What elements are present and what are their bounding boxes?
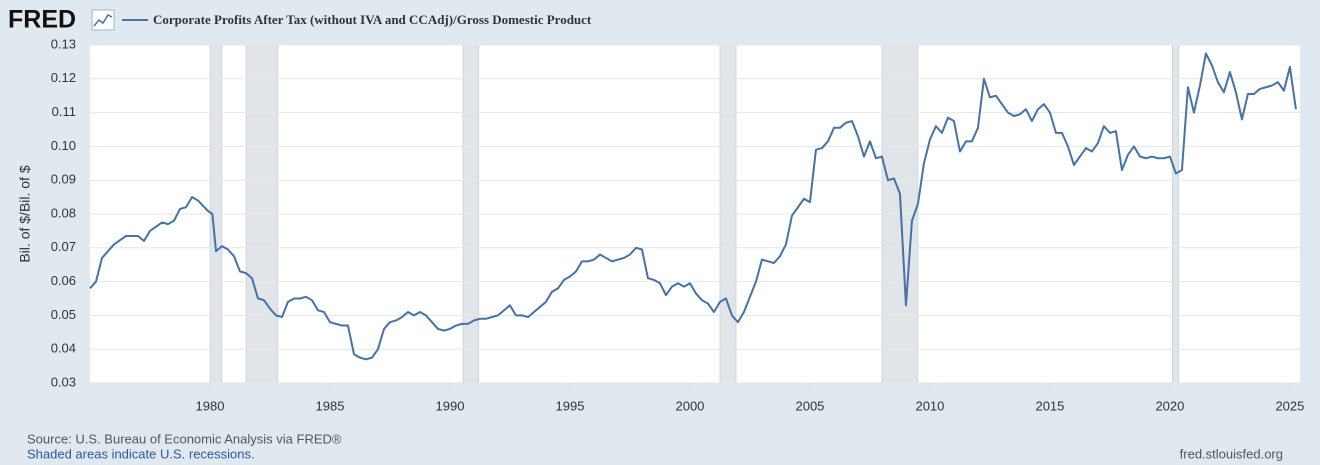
x-tick-label: 2025 xyxy=(1275,398,1304,413)
y-tick-label: 0.13 xyxy=(51,36,76,51)
data-line xyxy=(89,52,1297,361)
y-tick-label: 0.07 xyxy=(51,239,76,254)
logo: FRED xyxy=(8,6,76,34)
y-tick-label: 0.10 xyxy=(51,138,76,153)
y-tick-label: 0.12 xyxy=(51,70,76,85)
x-tick-label: 2005 xyxy=(795,398,824,413)
y-tick-label: 0.09 xyxy=(51,172,76,187)
x-tick-label: 1990 xyxy=(436,398,465,413)
legend-label: Corporate Profits After Tax (without IVA… xyxy=(153,12,592,27)
x-tick-label: 1985 xyxy=(316,398,345,413)
x-tick-label: 1980 xyxy=(196,398,225,413)
y-tick-label: 0.04 xyxy=(51,341,76,356)
x-tick-label: 2020 xyxy=(1155,398,1184,413)
y-axis-label: Bil. of $/Bil. of $ xyxy=(17,165,33,262)
source: Source: U.S. Bureau of Economic Analysis… xyxy=(27,431,342,446)
x-tick-label: 2015 xyxy=(1035,398,1064,413)
y-tick-label: 0.05 xyxy=(51,307,76,322)
site: fred.stlouisfed.org xyxy=(1180,446,1283,461)
x-tick-label: 2000 xyxy=(675,398,704,413)
logo-icon xyxy=(91,9,115,31)
x-tick-label: 1995 xyxy=(556,398,585,413)
y-tick-label: 0.08 xyxy=(51,205,76,220)
y-tick-label: 0.11 xyxy=(52,104,76,119)
recession-note: Shaded areas indicate U.S. recessions. xyxy=(27,446,255,461)
x-tick-label: 2010 xyxy=(915,398,944,413)
y-tick-label: 0.06 xyxy=(51,273,76,288)
y-tick-label: 0.03 xyxy=(51,374,76,389)
